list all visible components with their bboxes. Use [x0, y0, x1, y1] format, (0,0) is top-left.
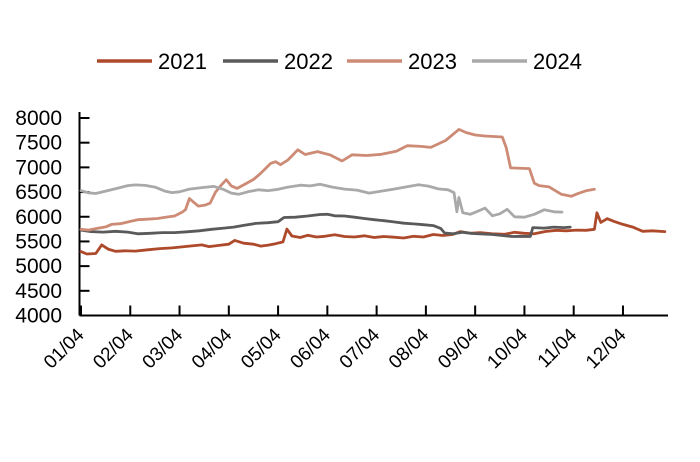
x-axis-label-12/04: 12/04 [582, 324, 631, 373]
y-axis-label-5000: 5000 [15, 255, 62, 278]
legend-label-2023: 2023 [408, 49, 457, 74]
legend-item-2021: 2021 [97, 49, 207, 74]
y-axis-label-6000: 6000 [15, 206, 62, 229]
y-axis-label-6500: 6500 [15, 181, 62, 204]
x-axis-label-03/04: 03/04 [139, 324, 188, 373]
series-line-2022 [79, 212, 572, 238]
x-axis-label-08/04: 08/04 [385, 324, 434, 373]
x-axis-label-05/04: 05/04 [237, 324, 286, 373]
legend-label-2024: 2024 [533, 49, 582, 74]
x-axis-label-10/04: 10/04 [483, 324, 532, 373]
x-axis-label-09/04: 09/04 [434, 324, 483, 373]
x-axis-label-01/04: 01/04 [40, 324, 89, 373]
y-axis-label-4000: 4000 [15, 305, 62, 328]
series-line-2021 [79, 211, 667, 256]
legend-item-2023: 2023 [347, 49, 457, 74]
y-axis-label-4500: 4500 [15, 280, 62, 303]
y-axis-label-5500: 5500 [15, 230, 62, 253]
x-axis-label-06/04: 06/04 [286, 324, 335, 373]
x-axis-label-02/04: 02/04 [89, 324, 138, 373]
series-line-2023 [79, 127, 596, 232]
legend-label-2022: 2022 [284, 49, 333, 74]
chart-legend: 2021 2022 2023 2024 [97, 49, 582, 74]
y-axis-label-8000: 8000 [15, 107, 62, 130]
series-line-2024 [79, 182, 564, 219]
x-axis-label-07/04: 07/04 [336, 324, 385, 373]
x-axis-label-11/04: 11/04 [534, 324, 582, 372]
legend-item-2024: 2024 [472, 49, 582, 74]
x-axis-label-04/04: 04/04 [188, 324, 237, 373]
y-axis-label-7000: 7000 [15, 156, 62, 179]
chart-series [79, 127, 667, 256]
y-axis-label-7500: 7500 [15, 132, 62, 155]
legend-label-2021: 2021 [158, 49, 207, 74]
legend-item-2022: 2022 [223, 49, 333, 74]
